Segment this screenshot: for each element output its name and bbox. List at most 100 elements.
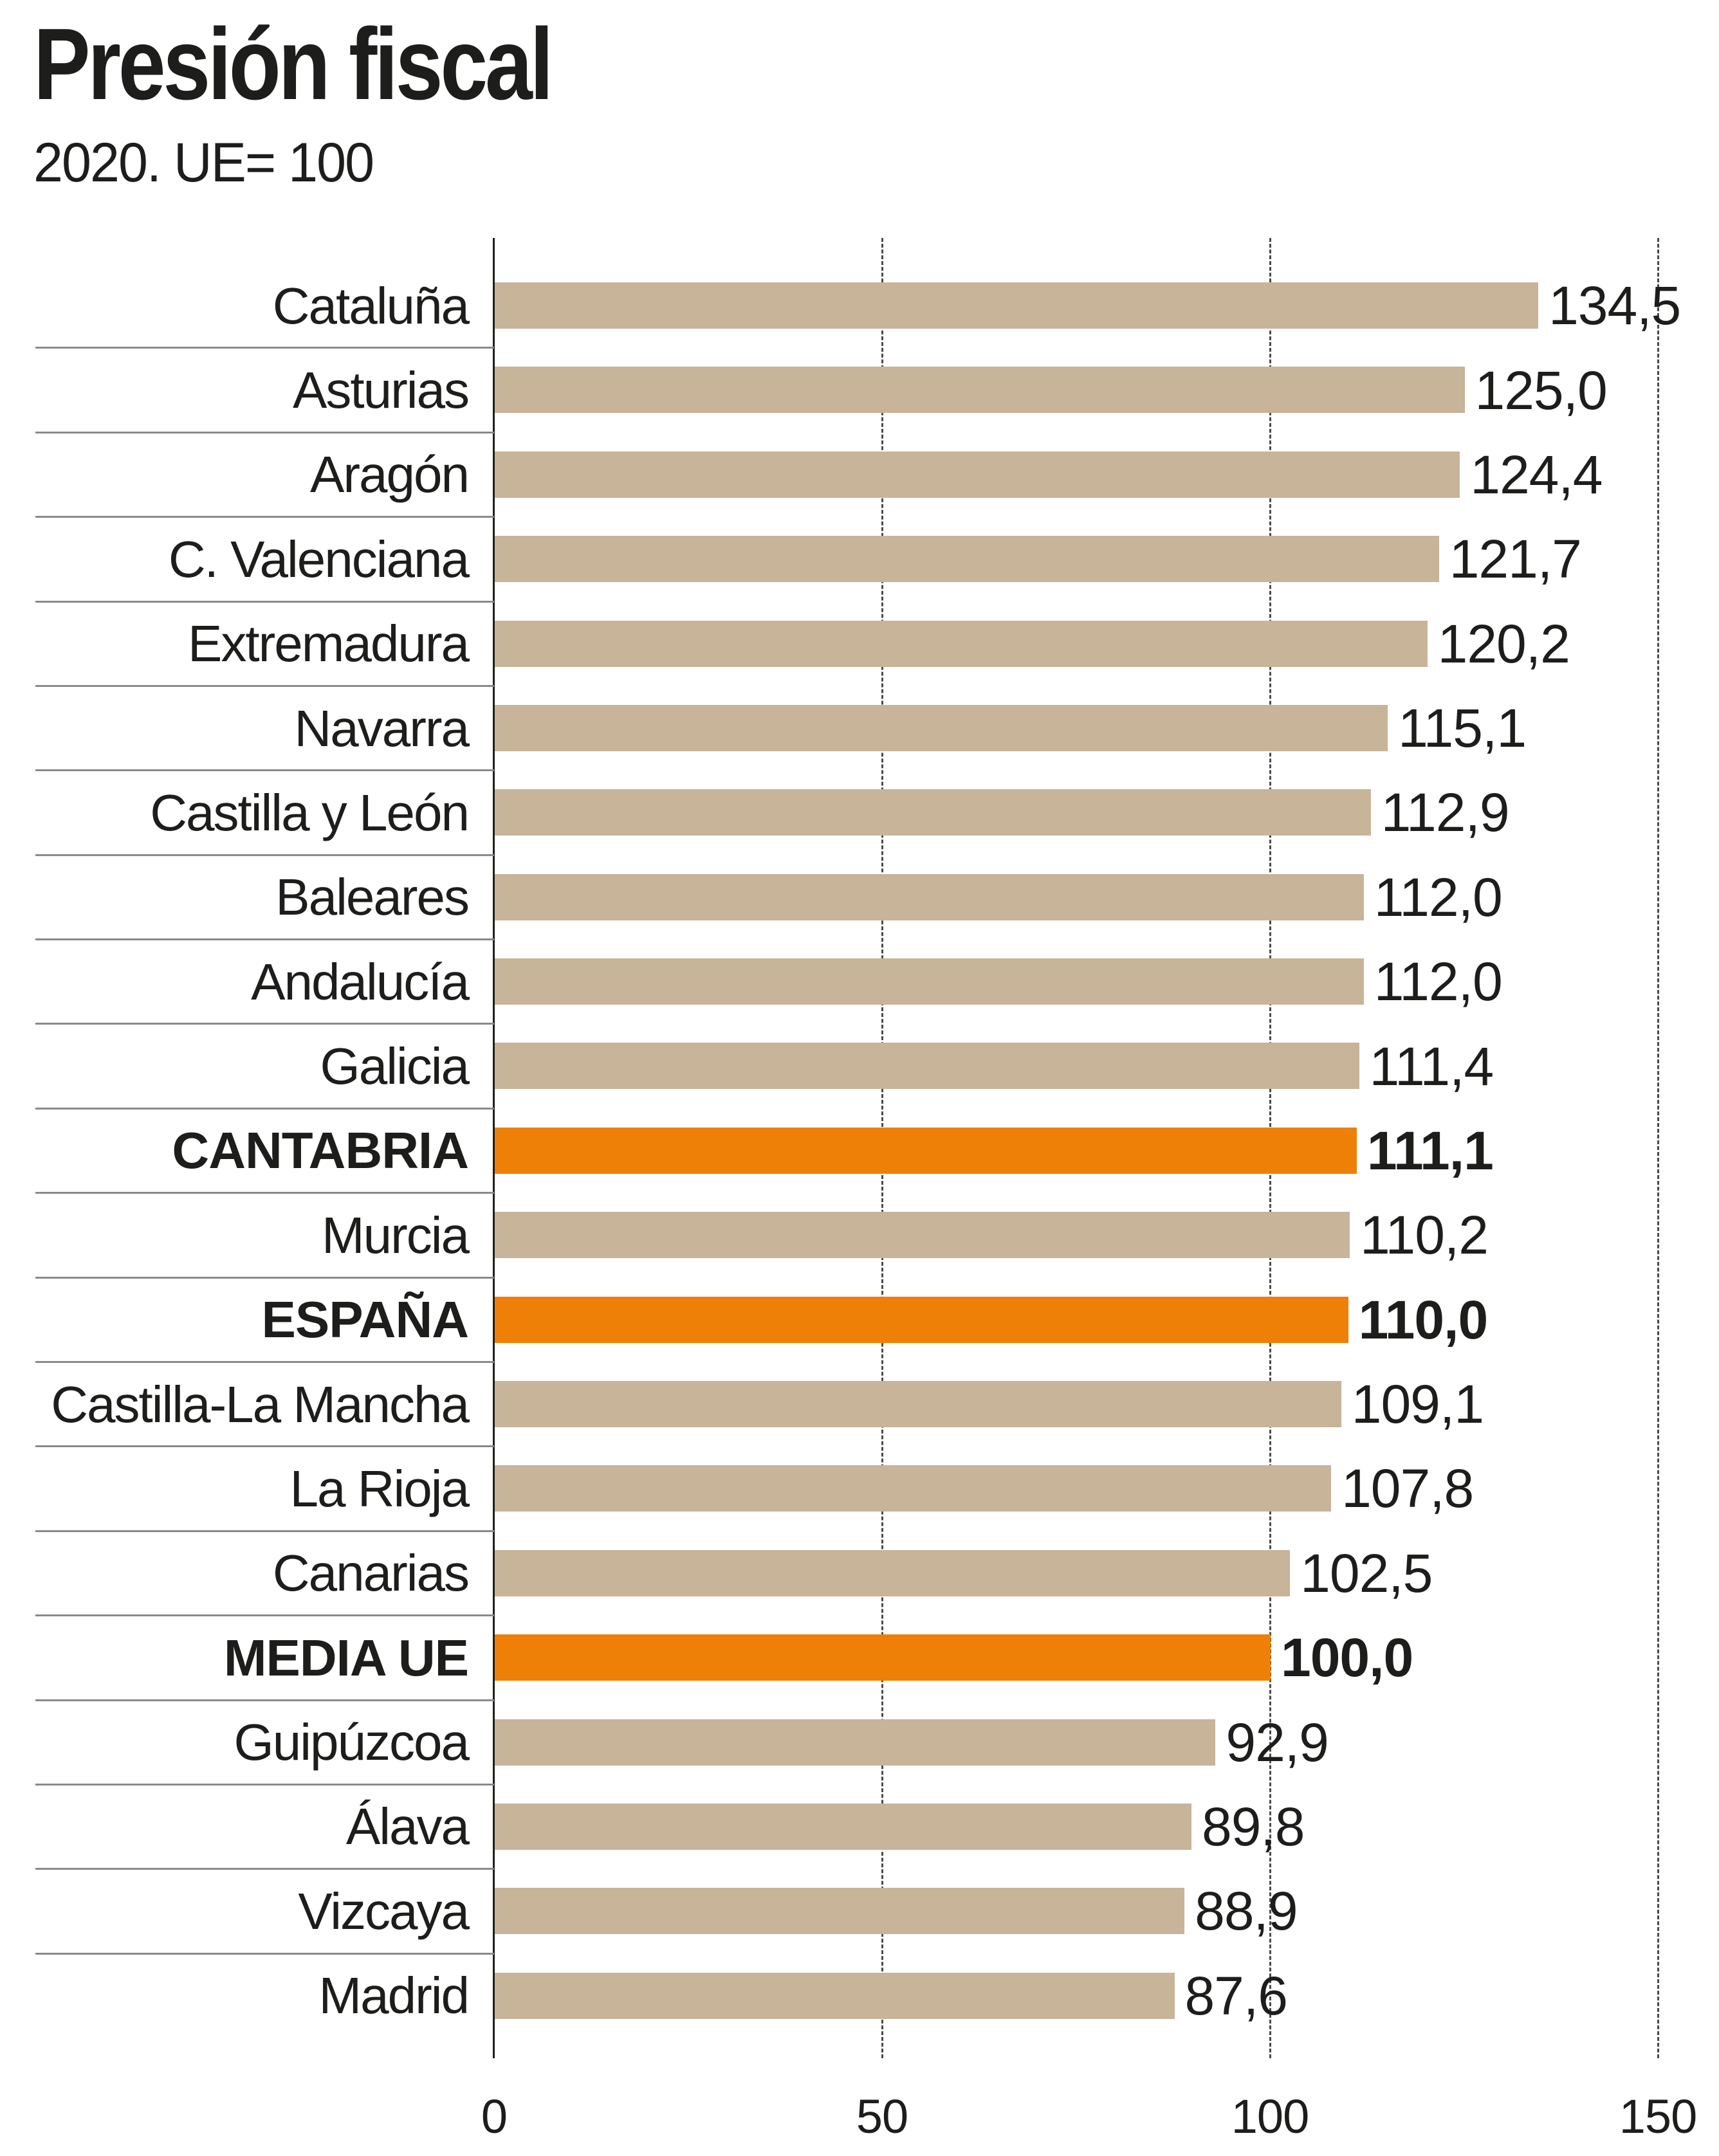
row-separator-line xyxy=(35,347,494,349)
bar-row: Andalucía 112,0 xyxy=(0,938,1719,1024)
bar-row: Canarias 102,5 xyxy=(0,1530,1719,1616)
bar xyxy=(495,1888,1185,1935)
category-label: La Rioja xyxy=(290,1459,470,1517)
category-label: Canarias xyxy=(272,1544,470,1602)
bar-row: Castilla y León 112,9 xyxy=(0,769,1719,855)
value-label: 109,1 xyxy=(1351,1374,1484,1435)
bar xyxy=(495,1296,1348,1343)
x-tick-label-100: 100 xyxy=(1231,2090,1309,2143)
bar-row: Extremadura 120,2 xyxy=(0,600,1719,686)
category-label: Madrid xyxy=(318,1967,470,2025)
row-separator-line xyxy=(35,1445,494,1448)
bar-row: Navarra 115,1 xyxy=(0,684,1719,771)
category-label: MEDIA UE xyxy=(223,1629,469,1686)
value-label: 125,0 xyxy=(1475,360,1608,421)
category-label: Navarra xyxy=(294,699,470,757)
chart-title: Presión fiscal xyxy=(33,8,553,121)
bar-row: Galicia 111,4 xyxy=(0,1023,1719,1108)
value-label: 92,9 xyxy=(1226,1712,1328,1773)
bar-row: Castilla-La Mancha 109,1 xyxy=(0,1360,1719,1447)
row-separator-line xyxy=(35,431,494,434)
bar xyxy=(495,282,1539,329)
row-separator-line xyxy=(35,1614,494,1617)
bar-row: Guipúzcoa 92,9 xyxy=(0,1699,1719,1785)
value-label: 134,5 xyxy=(1549,275,1681,336)
value-label: 120,2 xyxy=(1437,613,1570,674)
row-separator-line xyxy=(35,1699,494,1701)
bar-row: Murcia 110,2 xyxy=(0,1192,1719,1277)
row-separator-line xyxy=(35,1783,494,1786)
value-label: 112,9 xyxy=(1381,782,1510,843)
bar xyxy=(495,1549,1291,1596)
value-label: 112,0 xyxy=(1374,951,1503,1012)
category-label: Álava xyxy=(345,1798,470,1856)
bar xyxy=(495,1212,1350,1259)
value-label: 87,6 xyxy=(1184,1965,1287,2026)
row-separator-line xyxy=(35,1276,494,1279)
bar xyxy=(495,789,1371,836)
category-label: Murcia xyxy=(321,1206,470,1264)
category-label: Asturias xyxy=(293,361,470,419)
bar xyxy=(495,1127,1357,1174)
row-separator-line xyxy=(35,1360,494,1363)
row-separator-line xyxy=(35,600,494,603)
bar-row: MEDIA UE 100,0 xyxy=(0,1614,1719,1700)
value-label: 107,8 xyxy=(1341,1458,1474,1519)
bar xyxy=(495,1972,1175,2019)
row-separator-line xyxy=(35,1530,494,1532)
value-label: 89,8 xyxy=(1201,1796,1305,1857)
value-label: 110,0 xyxy=(1358,1289,1489,1350)
value-label: 88,9 xyxy=(1195,1881,1298,1942)
bar-row: C. Valenciana 121,7 xyxy=(0,516,1719,601)
bar xyxy=(495,1719,1216,1766)
category-label: Cataluña xyxy=(272,277,470,334)
x-tick-label-0: 0 xyxy=(481,2090,508,2143)
bar xyxy=(495,1043,1359,1090)
category-label: Castilla-La Mancha xyxy=(51,1375,470,1433)
y-axis-zero-line xyxy=(493,238,495,2058)
row-separator-line xyxy=(35,1868,494,1870)
bar xyxy=(495,873,1364,920)
row-separator-line xyxy=(35,1023,494,1025)
x-tick-label-50: 50 xyxy=(856,2090,908,2143)
value-label: 102,5 xyxy=(1300,1542,1433,1603)
bar xyxy=(495,1803,1191,1850)
category-label: Vizcaya xyxy=(298,1882,470,1940)
bar xyxy=(495,704,1388,751)
value-label: 112,0 xyxy=(1374,866,1503,927)
value-label: 110,2 xyxy=(1360,1205,1489,1266)
row-separator-line xyxy=(35,1107,494,1110)
category-label: Guipúzcoa xyxy=(234,1713,470,1771)
category-label: Aragón xyxy=(310,446,470,504)
bar-row: Madrid 87,6 xyxy=(0,1952,1719,2038)
category-label: Baleares xyxy=(275,868,470,926)
row-separator-line xyxy=(35,769,494,772)
row-separator-line xyxy=(35,1192,494,1194)
category-label: C. Valenciana xyxy=(168,530,470,588)
bar-row: Cataluña 134,5 xyxy=(0,264,1719,348)
value-label: 100,0 xyxy=(1281,1627,1413,1688)
category-label: Andalucía xyxy=(251,953,470,1010)
bar-row: ESPAÑA 110,0 xyxy=(0,1276,1719,1362)
bar xyxy=(495,958,1364,1005)
bar xyxy=(495,1634,1271,1681)
category-label: Extremadura xyxy=(188,615,470,673)
value-label: 121,7 xyxy=(1449,529,1582,590)
bar xyxy=(495,536,1439,583)
category-label: ESPAÑA xyxy=(261,1291,469,1349)
category-label: Galicia xyxy=(320,1037,470,1095)
chart-subtitle: 2020. UE= 100 xyxy=(33,132,374,194)
bar-row: Baleares 112,0 xyxy=(0,854,1719,940)
bar xyxy=(495,367,1465,414)
x-tick-label-150: 150 xyxy=(1619,2090,1697,2143)
bar-row: CANTABRIA 111,1 xyxy=(0,1107,1719,1193)
bar-row: Álava 89,8 xyxy=(0,1783,1719,1869)
bar-row: Asturias 125,0 xyxy=(0,347,1719,432)
row-separator-line xyxy=(35,516,494,518)
category-label: CANTABRIA xyxy=(172,1122,469,1180)
value-label: 111,1 xyxy=(1366,1120,1494,1181)
bar xyxy=(495,620,1428,667)
